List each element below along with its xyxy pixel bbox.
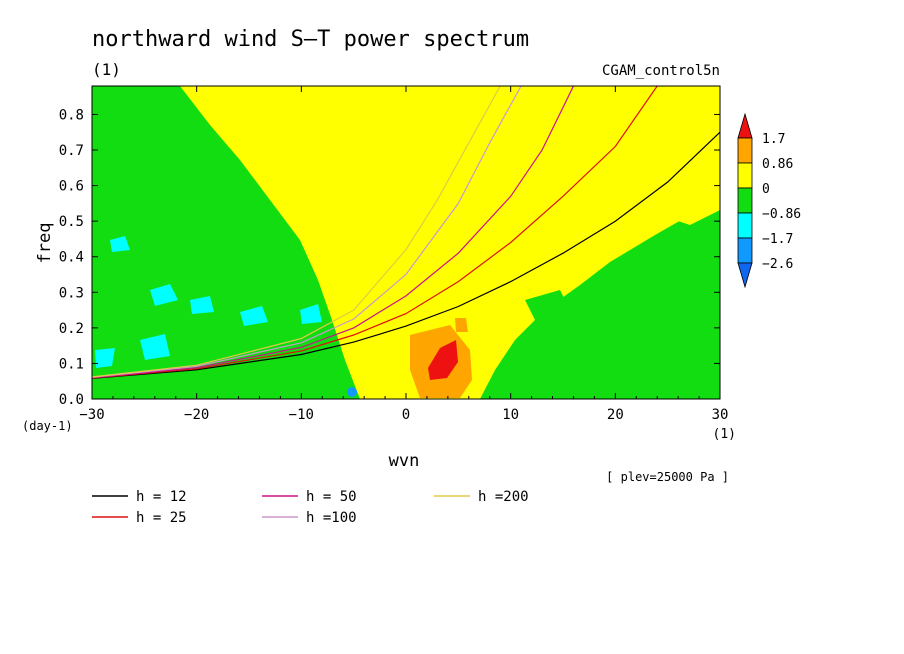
- y-tick-label-6: 0.6: [59, 179, 84, 195]
- colorbar-swatch-4: [737, 212, 753, 239]
- colorbar-label-2: 0: [762, 182, 770, 197]
- x-tick-label-0: −30: [79, 407, 104, 423]
- chart-title: northward wind S–T power spectrum: [92, 27, 529, 52]
- x-tick-label-2: −10: [289, 407, 314, 423]
- curve-4: [92, 86, 501, 378]
- y-tick-label-3: 0.3: [59, 285, 84, 301]
- legend: h = 12 h = 25 h = 50 h =100 h =200: [92, 489, 529, 526]
- x-tick-label-5: 20: [607, 407, 624, 423]
- region-cyan-1: [110, 236, 130, 252]
- x-axis-ticks: −30 −20 −10 0 10 20 30: [79, 86, 728, 423]
- heatmap: [92, 86, 720, 399]
- colorbar-label-4: −1.7: [762, 232, 793, 247]
- region-green-east: [560, 280, 720, 399]
- region-orange-small: [455, 318, 468, 332]
- colorbar-label-3: −0.86: [762, 207, 801, 222]
- y-axis-label: freq: [35, 223, 55, 264]
- region-cyan-4: [95, 348, 115, 368]
- colorbar-swatch-1: [737, 137, 753, 164]
- curve-1: [92, 86, 658, 379]
- region-cyan-3: [140, 334, 170, 360]
- legend-label-0: h = 12: [136, 489, 187, 505]
- region-cyan-7: [300, 304, 322, 324]
- x-axis-label: wvn: [389, 451, 420, 471]
- y-axis-unit: (day-1): [22, 419, 73, 433]
- x-tick-label-6: 30: [712, 407, 729, 423]
- y-tick-label-0: 0.0: [59, 392, 84, 408]
- curve-2: [92, 86, 575, 379]
- legend-label-4: h =200: [478, 489, 529, 505]
- y-tick-label-2: 0.2: [59, 321, 84, 337]
- region-yellow-central: [180, 86, 720, 399]
- legend-label-3: h =100: [306, 510, 357, 526]
- region-cyan-6: [240, 306, 268, 326]
- colorbar-swatch-5: [737, 237, 753, 264]
- footnote: [ plev=25000 Pa ]: [606, 470, 729, 484]
- curve-0: [92, 131, 720, 379]
- curve-3: [92, 86, 522, 378]
- x-tick-label-4: 10: [502, 407, 519, 423]
- colorbar-top-arrow: [737, 112, 753, 139]
- colorbar-label-0: 1.7: [762, 132, 785, 147]
- region-cyan-2: [150, 284, 178, 306]
- legend-label-2: h = 50: [306, 489, 357, 505]
- y-tick-label-5: 0.5: [59, 214, 84, 230]
- colorbar-swatch-3: [737, 187, 753, 214]
- y-tick-label-1: 0.1: [59, 356, 84, 372]
- legend-label-1: h = 25: [136, 510, 187, 526]
- region-yellow-east: [640, 170, 720, 225]
- dispersion-curves: [92, 86, 720, 379]
- colorbar-swatch-2: [737, 162, 753, 189]
- x-tick-label-1: −20: [184, 407, 209, 423]
- region-red-max: [428, 340, 458, 380]
- colorbar-bottom-arrow: [737, 262, 753, 289]
- region-green-east-patch: [525, 290, 575, 330]
- colorbar-label-1: 0.86: [762, 157, 793, 172]
- y-tick-label-8: 0.8: [59, 107, 84, 123]
- region-yellow-patch: [355, 96, 440, 110]
- run-name: CGAM_control5n: [602, 63, 720, 79]
- y-tick-label-4: 0.4: [59, 250, 84, 266]
- title-unit: (1): [92, 60, 121, 79]
- x-axis-unit: (1): [713, 427, 736, 442]
- y-tick-label-7: 0.7: [59, 143, 84, 159]
- region-blue-spot: [347, 387, 357, 397]
- y-axis-ticks: 0.0 0.1 0.2 0.3 0.4 0.5 0.6 0.7 0.8: [59, 107, 720, 408]
- colorbar-label-5: −2.6: [762, 257, 793, 272]
- region-cyan-5: [190, 296, 214, 314]
- colorbar: 1.7 0.86 0 −0.86 −1.7 −2.6: [737, 112, 801, 289]
- x-tick-label-3: 0: [402, 407, 410, 423]
